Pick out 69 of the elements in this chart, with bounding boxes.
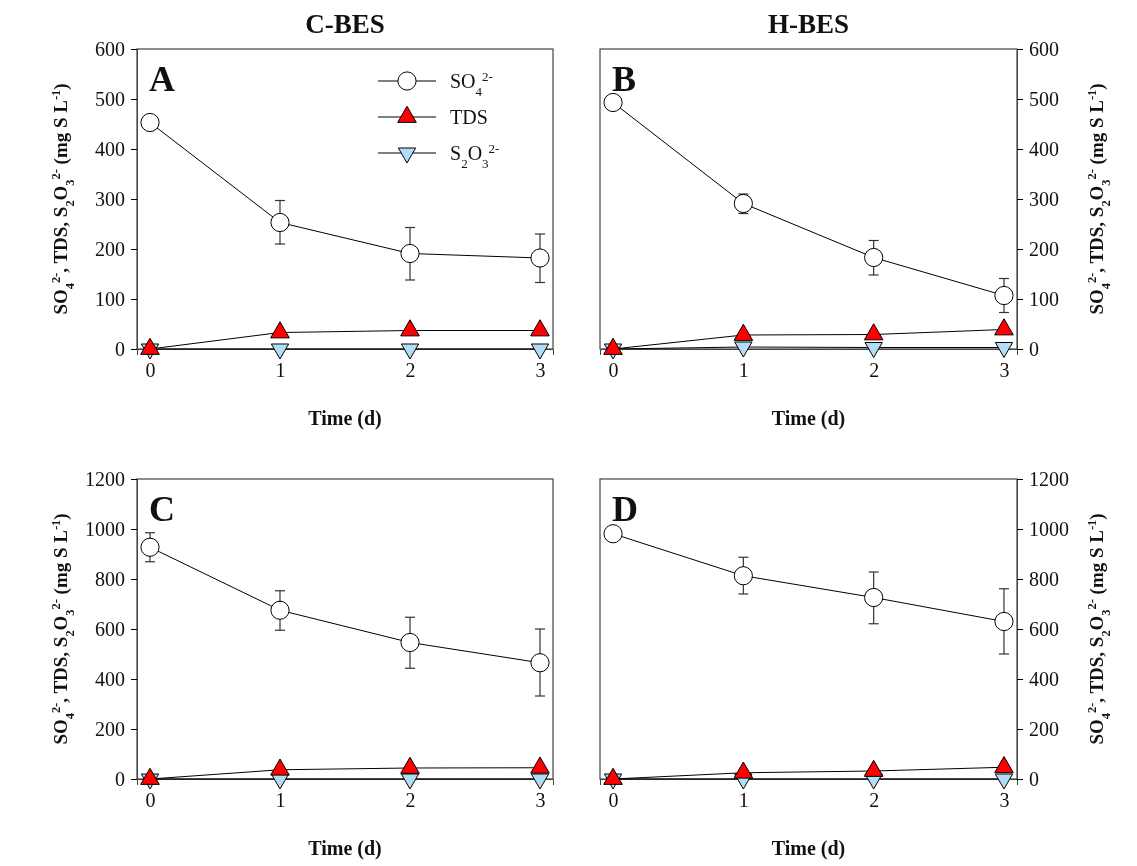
y2-tick-label: 1000 [1029,517,1069,540]
y-tick-label: 0 [115,337,125,360]
y2-tick-label: 400 [1029,667,1059,690]
y-tick-label: 1200 [85,467,125,490]
y2-tick-label: 200 [1029,237,1059,260]
point [603,767,623,785]
y2-tick-label: 500 [1029,87,1059,110]
y-tick-label: 600 [95,37,125,60]
point [140,537,160,557]
point [864,587,884,608]
x-tick-label: 2 [869,789,880,812]
x-tick-label: 2 [869,359,880,382]
y-tick-label: 0 [115,767,125,790]
x-tick-label: 1 [738,789,749,812]
x-tick-label: 1 [275,359,286,382]
chart-title: C-BES [305,9,385,39]
x-axis-title: Time (d) [771,837,846,860]
x-tick-label: 0 [145,789,156,812]
y-tick-label: 200 [95,237,125,260]
y-tick-label: 100 [95,287,125,310]
point [270,600,290,620]
x-axis-title: Time (d) [308,407,382,430]
chart-title: H-BES [767,9,850,39]
annotation: B [612,59,637,99]
x-tick-label: 3 [999,789,1010,812]
x-tick-label: 1 [738,359,749,382]
point [733,566,753,586]
point [400,632,420,653]
y2-tick-label: 800 [1029,567,1059,590]
x-tick-label: 3 [535,789,546,812]
y-tick-label: 600 [95,617,125,640]
x-tick-label: 0 [608,359,619,382]
legend-label: TDS [450,106,488,128]
y2-tick-label: 600 [1029,37,1059,60]
point [994,756,1014,774]
point [863,759,884,777]
point [733,761,754,779]
x-tick-label: 0 [145,359,156,382]
point [400,773,420,790]
x-tick-label: 2 [405,789,416,812]
y-tick-label: 1000 [85,517,125,540]
y2-tick-label: 0 [1029,337,1039,360]
y-tick-label: 800 [95,567,125,590]
annotation: C [149,489,175,529]
y2-tick-label: 0 [1029,767,1039,790]
y-tick-label: 500 [95,87,125,110]
point [994,611,1014,632]
x-tick-label: 3 [535,359,546,382]
y-tick-label: 400 [95,137,125,160]
point [530,773,550,790]
x-axis-title: Time (d) [308,837,382,860]
y2-tick-label: 400 [1029,137,1059,160]
annotation: A [149,59,175,99]
y-tick-label: 400 [95,667,125,690]
annotation: D [612,489,638,529]
point [530,653,550,673]
y2-tick-label: 300 [1029,187,1059,210]
y-tick-label: 300 [95,187,125,210]
y2-tick-label: 100 [1029,287,1059,310]
point [603,524,623,544]
x-tick-label: 3 [999,359,1010,382]
y2-tick-label: 200 [1029,717,1059,740]
y-tick-label: 200 [95,717,125,740]
x-tick-label: 0 [608,789,619,812]
x-tick-label: 1 [275,789,286,812]
y2-tick-label: 600 [1029,617,1059,640]
y2-tick-label: 1200 [1029,467,1069,490]
x-axis-title: Time (d) [771,407,846,430]
x-tick-label: 2 [405,359,416,382]
